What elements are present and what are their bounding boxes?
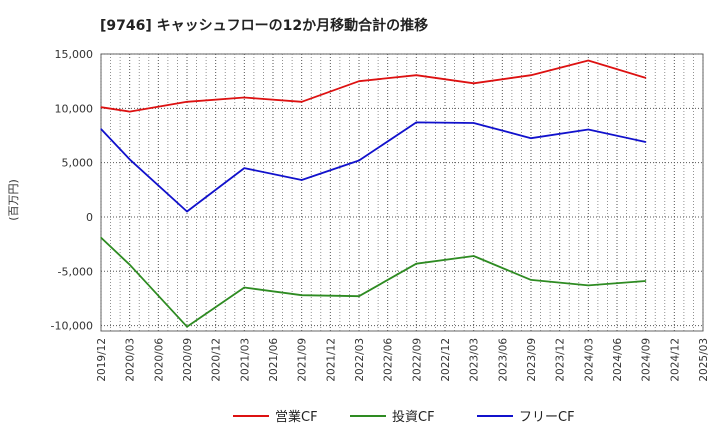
- x-tick-label: 2020/12: [211, 338, 223, 382]
- x-tick-label: 2024/12: [669, 338, 681, 382]
- data-point: [100, 236, 102, 239]
- legend-label: 投資CF: [392, 409, 435, 425]
- data-point: [186, 326, 188, 328]
- axis-layer: -10,000 -5,000 0 5,000 10,000 15,000 2019/12 20…: [51, 48, 710, 382]
- x-tick-label: 2023/09: [526, 338, 538, 382]
- series-line-2: [100, 121, 646, 213]
- data-point: [415, 263, 417, 265]
- x-tick-label: 2023/03: [469, 338, 481, 382]
- data-point: [473, 255, 475, 257]
- data-point: [301, 101, 303, 103]
- x-tick-label: 2019/12: [96, 338, 108, 382]
- data-point: [415, 121, 417, 124]
- x-tick-label: 2021/12: [325, 338, 337, 382]
- data-point: [415, 74, 417, 76]
- x-tick-label: 2020/06: [153, 338, 165, 382]
- legend-label: 営業CF: [275, 409, 318, 425]
- data-point: [301, 179, 303, 181]
- x-tick-label: 2024/03: [583, 338, 595, 382]
- data-point: [645, 280, 647, 282]
- x-tick-label: 2020/03: [125, 338, 137, 382]
- data-point: [587, 128, 589, 131]
- x-tick-label: 2024/09: [641, 338, 653, 382]
- data-point: [358, 295, 360, 297]
- x-tick-label: 2020/09: [182, 338, 194, 382]
- data-point: [473, 82, 475, 84]
- y-tick-label: 15,000: [55, 48, 94, 61]
- x-tick-label: 2021/06: [268, 338, 280, 382]
- x-tick-label: 2023/12: [555, 338, 567, 382]
- chart-title: [9746] キャッシュフローの12か月移動合計の推移: [100, 17, 428, 34]
- x-tick-label: 2024/06: [612, 338, 624, 382]
- x-tick-label: 2022/12: [440, 338, 452, 382]
- y-axis-label: (百万円): [7, 179, 20, 221]
- data-point: [473, 122, 475, 124]
- data-point: [530, 279, 532, 281]
- data-point: [100, 128, 102, 130]
- data-point: [530, 74, 532, 76]
- data-point: [186, 210, 188, 213]
- data-point: [129, 110, 131, 113]
- legend-label: フリーCF: [519, 410, 575, 425]
- data-point: [243, 286, 245, 289]
- series-layer: [100, 59, 647, 328]
- x-tick-label: 2023/06: [497, 338, 509, 382]
- y-tick-label: -5,000: [58, 265, 93, 278]
- y-tick-label: 10,000: [55, 102, 94, 115]
- y-tick-label: -10,000: [51, 320, 93, 333]
- data-point: [358, 159, 360, 162]
- data-point: [100, 106, 102, 108]
- series-line-1: [100, 236, 646, 328]
- y-tick-label: 0: [86, 211, 93, 224]
- plot-frame: [100, 53, 704, 332]
- data-point: [186, 101, 188, 103]
- x-tick-label: 2021/03: [239, 338, 251, 382]
- x-tick-label: 2025/03: [698, 338, 710, 382]
- data-point: [645, 77, 647, 79]
- x-tick-label: 2022/06: [383, 338, 395, 382]
- data-point: [301, 294, 303, 296]
- data-point: [587, 59, 589, 62]
- legend: 営業CF 投資CF フリーCF: [233, 409, 575, 425]
- data-point: [645, 141, 647, 143]
- data-point: [243, 167, 245, 169]
- data-point: [358, 80, 360, 82]
- series-line-0: [100, 59, 646, 113]
- data-point: [587, 284, 589, 286]
- data-point: [129, 158, 131, 160]
- x-tick-label: 2022/03: [354, 338, 366, 382]
- x-tick-label: 2021/09: [297, 338, 309, 382]
- data-point: [243, 96, 245, 99]
- x-tick-label: 2022/09: [411, 338, 423, 382]
- data-point: [129, 264, 131, 266]
- data-point: [530, 137, 532, 139]
- y-tick-label: 5,000: [62, 157, 94, 170]
- grid-layer: [100, 53, 704, 332]
